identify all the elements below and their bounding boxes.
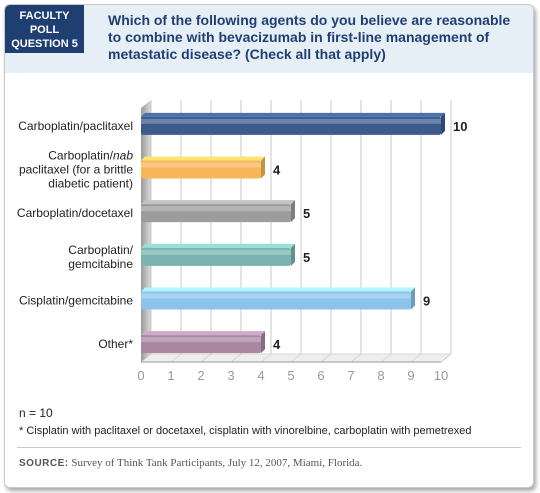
bar-top <box>141 156 265 161</box>
bar-chart: 10Carboplatin/paclitaxel4Carboplatin/nab… <box>17 100 467 383</box>
category-label-line: Carboplatin/ <box>68 243 133 257</box>
source-text: Survey of Think Tank Participants, July … <box>71 457 363 469</box>
bar-highlight <box>141 337 261 343</box>
bar-top <box>141 243 295 248</box>
x-tick-label: 10 <box>434 368 448 383</box>
gridline-floor <box>140 353 152 363</box>
x-tick-label: 5 <box>287 368 294 383</box>
x-tick-label: 2 <box>197 368 204 383</box>
gridline-floor <box>440 353 452 363</box>
category-label: Other* <box>98 337 133 351</box>
bar-end <box>441 112 445 135</box>
gridline-floor <box>290 353 302 363</box>
badge-line-2: POLL <box>29 24 60 36</box>
bar <box>141 335 261 354</box>
footnote: * Cisplatin with paclitaxel or docetaxel… <box>19 425 472 437</box>
bar-top <box>141 112 445 117</box>
badge-line-3: QUESTION 5 <box>11 38 78 50</box>
x-tick-label: 6 <box>317 368 324 383</box>
faculty-poll-badge: FACULTY POLL QUESTION 5 <box>5 5 84 53</box>
header: FACULTY POLL QUESTION 5 Which of the fol… <box>5 5 533 73</box>
bar-highlight <box>141 118 441 124</box>
bar-value-label: 5 <box>303 206 310 221</box>
bar-value-label: 5 <box>303 250 310 265</box>
bar <box>141 160 261 179</box>
gridline-floor <box>230 353 242 363</box>
x-tick-label: 3 <box>227 368 234 383</box>
category-label-line: Cisplatin/gemcitabine <box>19 294 133 308</box>
bar-highlight <box>141 249 291 255</box>
divider <box>17 447 521 448</box>
category-label-line: Carboplatin/paclitaxel <box>18 119 133 133</box>
badge-line-1: FACULTY <box>19 10 70 22</box>
question-text: Which of the following agents do you bel… <box>108 12 511 62</box>
bar-end <box>291 200 295 223</box>
category-label: Cisplatin/gemcitabine <box>19 294 133 308</box>
bar-highlight <box>141 206 291 212</box>
x-tick-label: 9 <box>407 368 414 383</box>
bar-value-label: 4 <box>273 337 281 352</box>
category-label-line: Carboplatin/nab <box>48 149 133 163</box>
x-tick-label: 8 <box>377 368 384 383</box>
category-label-line: Other* <box>98 337 133 351</box>
bar-end <box>411 287 415 310</box>
gridline-floor <box>380 353 392 363</box>
category-label: Carboplatin/gemcitabine <box>68 243 133 271</box>
category-label: Carboplatin/paclitaxel <box>18 119 133 133</box>
poll-card: FACULTY POLL QUESTION 5 Which of the fol… <box>4 4 534 488</box>
bar <box>141 204 291 223</box>
category-label-line: paclitaxel (for a brittle <box>19 163 133 177</box>
sample-size: n = 10 <box>19 406 53 420</box>
gridline-floor <box>350 353 362 363</box>
left-wall <box>141 100 151 362</box>
source-line: SOURCE: Survey of Think Tank Participant… <box>19 457 362 469</box>
gridline-floor <box>410 353 422 363</box>
bar-end <box>261 331 265 354</box>
x-tick-label: 4 <box>257 368 264 383</box>
gridline-floor <box>200 353 212 363</box>
bar-top <box>141 331 265 336</box>
x-tick-label: 1 <box>167 368 174 383</box>
gridline-floor <box>320 353 332 363</box>
source-label: SOURCE: <box>19 458 69 469</box>
bar <box>141 247 291 266</box>
bar <box>141 116 441 135</box>
category-label-italic: nab <box>113 149 133 163</box>
bar-value-label: 9 <box>423 294 430 309</box>
category-label: Carboplatin/nab paclitaxel (for a brittle… <box>19 149 133 191</box>
bar <box>141 291 411 310</box>
category-label-line: diabetic patient) <box>48 177 133 191</box>
category-label-line: gemcitabine <box>68 257 133 271</box>
bar-end <box>261 156 265 179</box>
bar-top <box>141 287 415 292</box>
gridline-floor <box>260 353 272 363</box>
bar-value-label: 10 <box>453 119 467 134</box>
bar-highlight <box>141 162 261 168</box>
category-label: Carboplatin/docetaxel <box>17 206 133 220</box>
bar-value-label: 4 <box>273 163 281 178</box>
bar-top <box>141 200 295 205</box>
bar-end <box>291 243 295 266</box>
x-tick-label: 0 <box>137 368 144 383</box>
category-label-line: Carboplatin/docetaxel <box>17 206 133 220</box>
x-tick-label: 7 <box>347 368 354 383</box>
gridline-floor <box>170 353 182 363</box>
bar-highlight <box>141 293 411 299</box>
